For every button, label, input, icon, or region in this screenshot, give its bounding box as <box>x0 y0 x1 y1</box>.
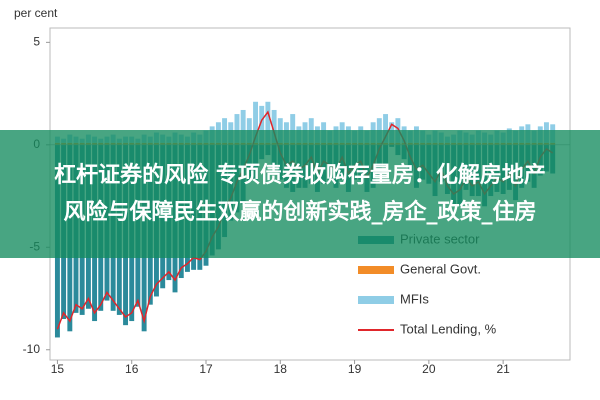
legend-label: Total Lending, % <box>400 321 497 336</box>
y-tick-label: 5 <box>33 35 40 49</box>
y-axis-label: per cent <box>14 6 58 20</box>
y-tick-label: -10 <box>23 342 41 356</box>
banner-line: 杠杆证券的风险 专项债券收购存量房：化解房地产 <box>54 163 546 188</box>
banner: 杠杆证券的风险 专项债券收购存量房：化解房地产 风险与保障民生双赢的创新实践_房… <box>0 130 600 258</box>
x-tick-label: 21 <box>496 362 510 376</box>
bar <box>271 109 277 143</box>
x-tick-label: 19 <box>348 362 362 376</box>
banner-line: 风险与保障民生双赢的创新实践_房企_政策_住房 <box>63 200 537 225</box>
bar <box>259 105 265 143</box>
legend-swatch <box>358 266 394 274</box>
bar <box>290 114 296 143</box>
x-tick-label: 15 <box>51 362 65 376</box>
legend-label: MFIs <box>400 291 429 306</box>
bar <box>240 109 246 143</box>
bar <box>234 114 240 143</box>
x-tick-label: 20 <box>422 362 436 376</box>
legend-swatch <box>358 296 394 304</box>
bar <box>383 114 389 143</box>
x-tick-label: 18 <box>274 362 288 376</box>
legend-label: General Govt. <box>400 261 481 276</box>
x-tick-label: 16 <box>125 362 139 376</box>
x-tick-label: 17 <box>199 362 213 376</box>
bar <box>265 101 271 143</box>
bar <box>253 101 259 143</box>
